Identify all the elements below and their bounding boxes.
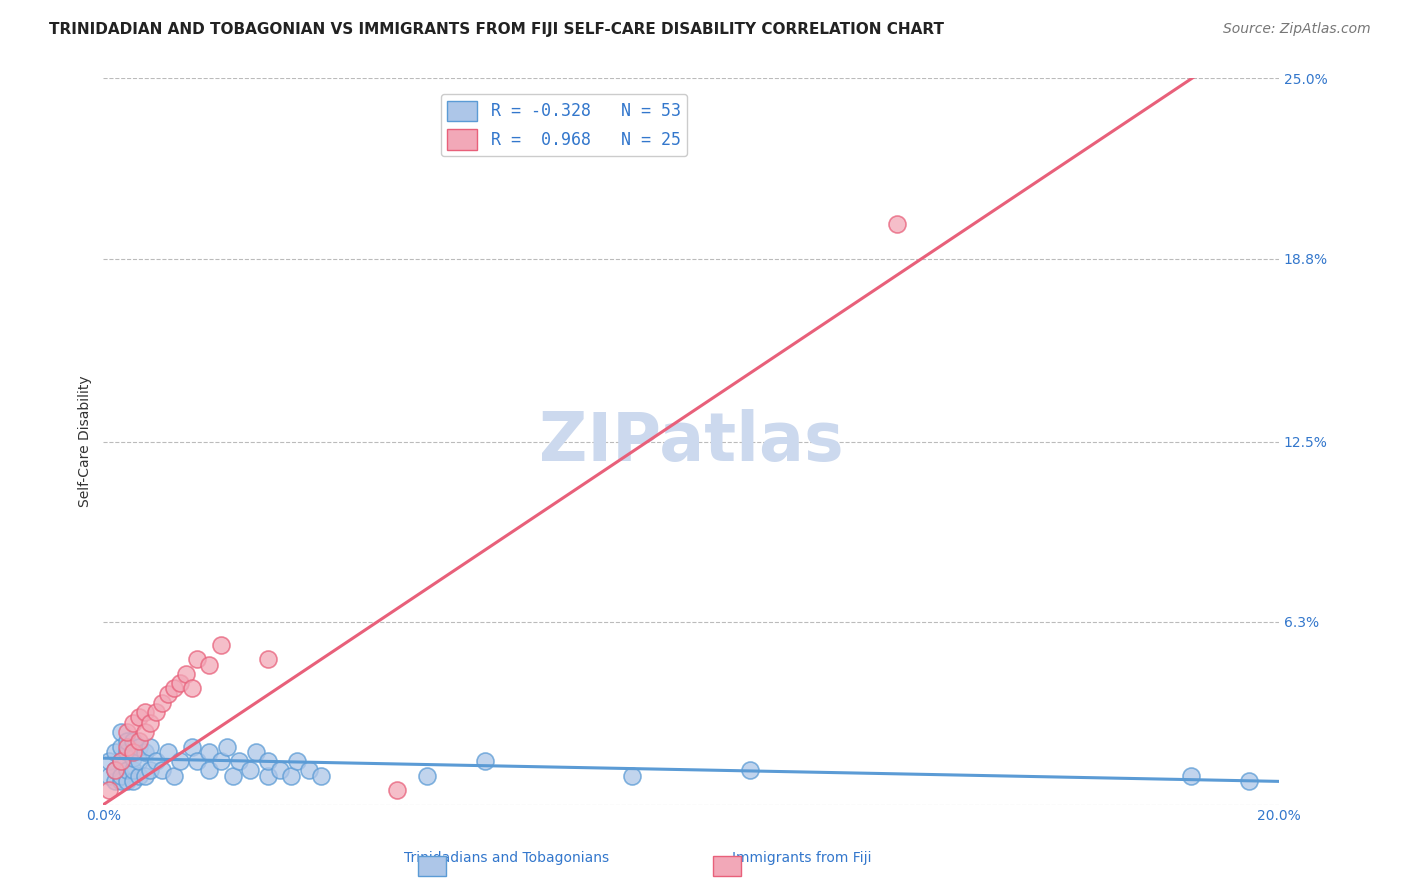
Point <box>134 705 156 719</box>
Point <box>121 763 143 777</box>
Point <box>186 652 208 666</box>
Point <box>163 768 186 782</box>
Point <box>145 705 167 719</box>
Point <box>115 745 138 759</box>
Point <box>415 768 437 782</box>
Point <box>104 745 127 759</box>
Point <box>169 754 191 768</box>
Point <box>145 754 167 768</box>
Point <box>474 754 496 768</box>
Point <box>285 754 308 768</box>
Point <box>257 768 280 782</box>
Point <box>128 754 150 768</box>
Point <box>174 667 197 681</box>
Point <box>128 768 150 782</box>
Point <box>110 754 132 768</box>
Point <box>169 675 191 690</box>
Point <box>157 687 180 701</box>
Text: Immigrants from Fiji: Immigrants from Fiji <box>731 851 872 865</box>
Point <box>163 681 186 696</box>
Point <box>139 716 162 731</box>
Point <box>198 658 221 673</box>
Text: ZIPatlas: ZIPatlas <box>538 409 844 475</box>
Point <box>215 739 238 754</box>
Point <box>621 768 644 782</box>
Point <box>128 739 150 754</box>
Point <box>115 774 138 789</box>
Point <box>180 739 202 754</box>
Point <box>128 733 150 747</box>
Point <box>121 716 143 731</box>
Point <box>309 768 332 782</box>
Point <box>150 763 173 777</box>
Point <box>98 768 121 782</box>
Point <box>198 763 221 777</box>
Point <box>110 739 132 754</box>
Point <box>209 754 232 768</box>
Point <box>128 710 150 724</box>
Point <box>738 763 761 777</box>
Point <box>104 774 127 789</box>
Point <box>269 763 291 777</box>
Point <box>104 763 127 777</box>
Point <box>280 768 302 782</box>
Point <box>180 681 202 696</box>
Point <box>121 733 143 747</box>
Point <box>198 745 221 759</box>
Text: Trinidadians and Tobagonians: Trinidadians and Tobagonians <box>404 851 609 865</box>
Point <box>134 725 156 739</box>
Point <box>257 652 280 666</box>
Point <box>228 754 250 768</box>
Point <box>110 725 132 739</box>
Point <box>121 751 143 765</box>
Point <box>115 739 138 754</box>
Point <box>139 763 162 777</box>
Y-axis label: Self-Care Disability: Self-Care Disability <box>79 376 93 508</box>
Point <box>110 754 132 768</box>
Point <box>221 768 243 782</box>
Point <box>134 768 156 782</box>
Point <box>134 745 156 759</box>
Point <box>110 768 132 782</box>
Point <box>387 783 409 797</box>
Point <box>245 745 267 759</box>
Point <box>139 739 162 754</box>
Text: Source: ZipAtlas.com: Source: ZipAtlas.com <box>1223 22 1371 37</box>
Point <box>886 217 908 231</box>
Point <box>257 754 280 768</box>
Point <box>115 725 138 739</box>
Point <box>209 638 232 652</box>
Point <box>104 763 127 777</box>
Text: TRINIDADIAN AND TOBAGONIAN VS IMMIGRANTS FROM FIJI SELF-CARE DISABILITY CORRELAT: TRINIDADIAN AND TOBAGONIAN VS IMMIGRANTS… <box>49 22 945 37</box>
Legend: R = -0.328   N = 53, R =  0.968   N = 25: R = -0.328 N = 53, R = 0.968 N = 25 <box>441 94 688 156</box>
Point <box>121 745 143 759</box>
Point <box>1239 774 1261 789</box>
Point <box>115 763 138 777</box>
Point <box>157 745 180 759</box>
Point <box>298 763 321 777</box>
Point <box>98 783 121 797</box>
Point <box>186 754 208 768</box>
Point <box>115 733 138 747</box>
Point <box>110 774 132 789</box>
Point <box>1180 768 1202 782</box>
Point <box>98 754 121 768</box>
Point <box>239 763 262 777</box>
Point <box>121 774 143 789</box>
Point <box>150 696 173 710</box>
